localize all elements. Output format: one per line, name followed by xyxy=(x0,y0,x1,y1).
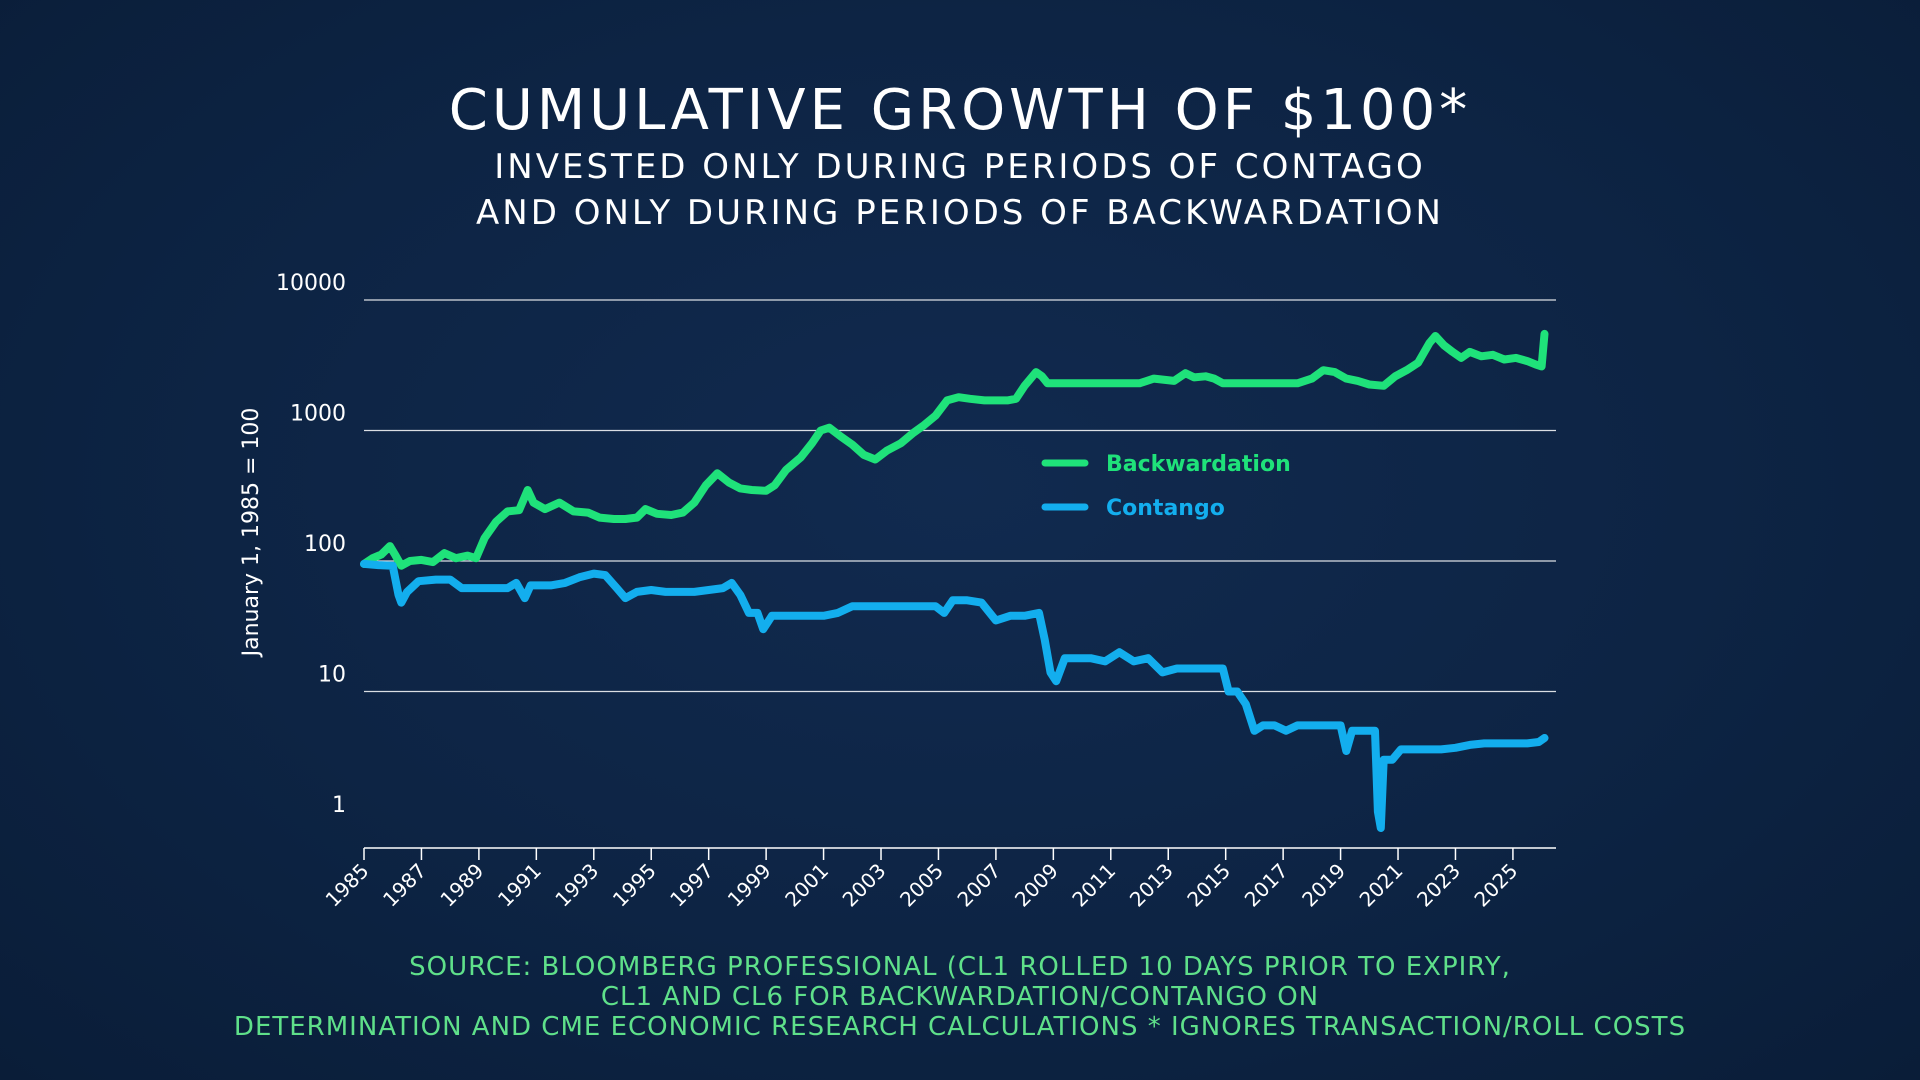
source-note: SOURCE: BLOOMBERG PROFESSIONAL (CL1 ROLL… xyxy=(0,952,1920,1042)
series-line-contango xyxy=(360,559,1549,832)
x-tick-label: 1991 xyxy=(493,859,546,912)
y-axis-label: January 1, 1985 = 100 xyxy=(239,408,264,659)
gridlines xyxy=(364,299,1556,693)
x-tick-label: 1989 xyxy=(435,859,488,912)
y-tick-label: 1 xyxy=(332,793,346,818)
chart-subtitle-line-2: AND ONLY DURING PERIODS OF BACKWARDATION xyxy=(476,193,1444,233)
x-tick-label: 1995 xyxy=(608,859,661,912)
x-tick-label: 2017 xyxy=(1240,859,1293,912)
series-line-backwardation xyxy=(360,329,1549,570)
source-line-1: SOURCE: BLOOMBERG PROFESSIONAL (CL1 ROLL… xyxy=(409,952,1511,982)
x-axis-ticks: 1985 1987 1989 1991 1993 1995 1997 1999 2001 2003… xyxy=(321,848,1522,912)
y-tick-label: 10000 xyxy=(276,271,346,296)
x-tick-label: 2003 xyxy=(838,859,891,912)
y-tick-label: 10 xyxy=(318,663,346,688)
title-block: CUMULATIVE GROWTH OF $100* INVESTED ONLY… xyxy=(0,78,1920,236)
x-tick-label: 2015 xyxy=(1182,859,1235,912)
x-tick-label: 2011 xyxy=(1067,859,1120,912)
x-tick-label: 2025 xyxy=(1469,859,1522,912)
y-tick-label: 1000 xyxy=(290,402,346,427)
x-tick-label: 2001 xyxy=(780,859,833,912)
x-tick-label: 2019 xyxy=(1297,859,1350,912)
legend-label-backwardation: Backwardation xyxy=(1106,452,1291,477)
x-tick-label: 1997 xyxy=(665,859,718,912)
x-tick-label: 2005 xyxy=(895,859,948,912)
x-tick-label: 2007 xyxy=(952,859,1005,912)
legend-label-contango: Contango xyxy=(1106,496,1225,521)
x-tick-label: 2023 xyxy=(1412,859,1465,912)
x-tick-label: 1987 xyxy=(378,859,431,912)
x-tick-label: 2021 xyxy=(1355,859,1408,912)
y-axis-ticks: 1 10 100 1000 10000 xyxy=(276,271,346,818)
chart-title: CUMULATIVE GROWTH OF $100* xyxy=(448,78,1472,143)
x-tick-label: 1993 xyxy=(550,859,603,912)
source-line-2: CL1 AND CL6 FOR BACKWARDATION/CONTANGO O… xyxy=(600,982,1320,1012)
chart-subtitle-line-1: INVESTED ONLY DURING PERIODS OF CONTAGO xyxy=(494,147,1426,187)
series-lines xyxy=(360,329,1549,832)
y-tick-label: 100 xyxy=(304,532,346,557)
x-tick-label: 1985 xyxy=(321,859,374,912)
source-line-3: DETERMINATION AND CME ECONOMIC RESEARCH … xyxy=(233,1012,1687,1042)
x-tick-label: 2009 xyxy=(1010,859,1063,912)
x-tick-label: 2013 xyxy=(1125,859,1178,912)
legend: Backwardation Contango xyxy=(1041,452,1291,521)
x-tick-label: 1999 xyxy=(723,859,776,912)
